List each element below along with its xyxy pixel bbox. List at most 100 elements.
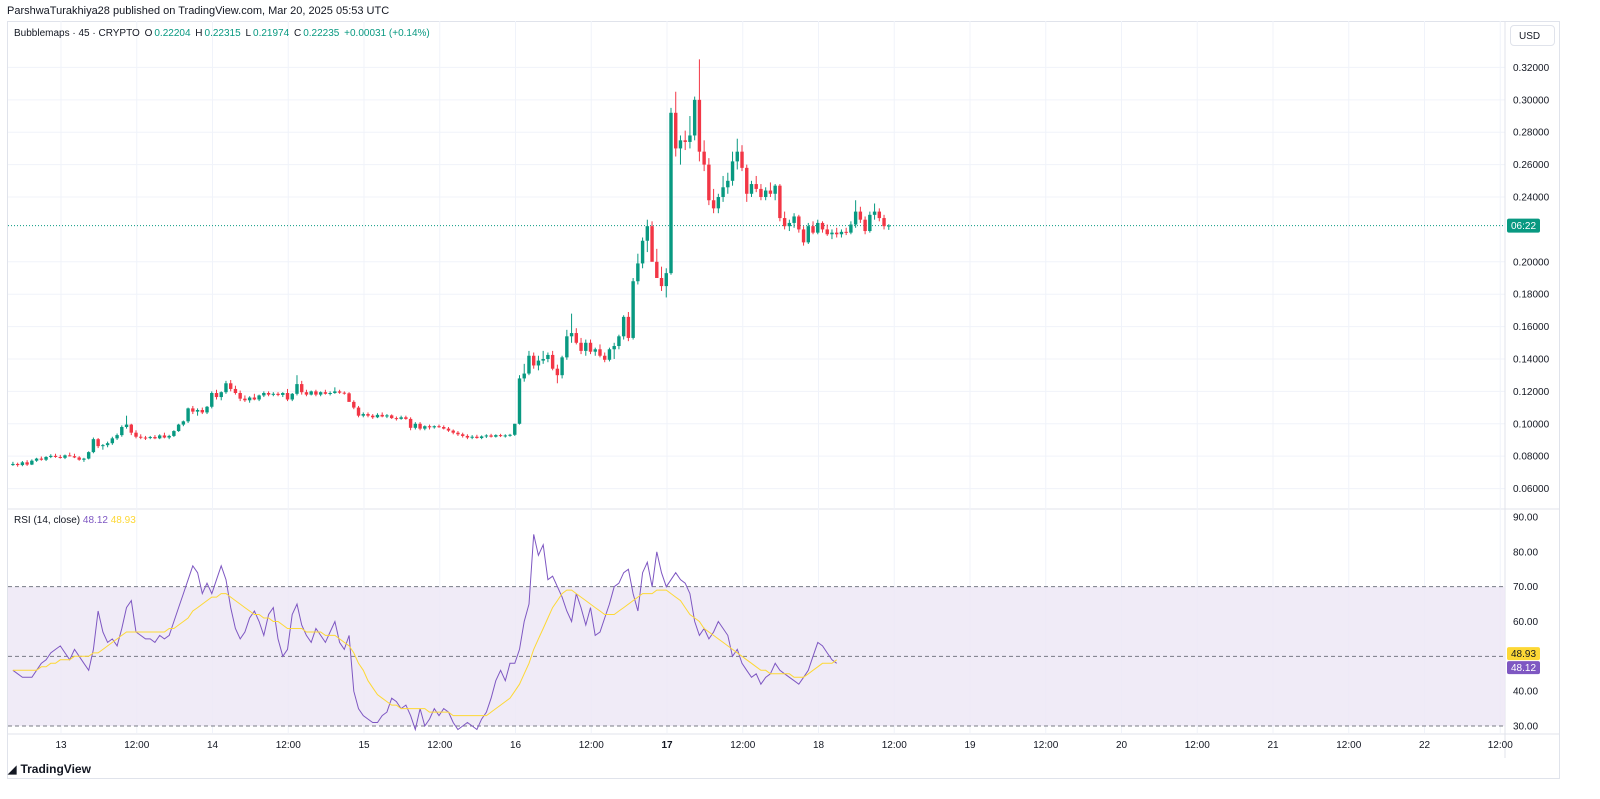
axis-labels: 0.06000 0.08000 0.10000 0.12000 0.14000 0.160…: [55, 63, 1549, 751]
candle-body: [162, 435, 167, 438]
time-tick-label: 12:00: [1336, 740, 1361, 751]
candle-body: [527, 355, 531, 374]
rsi-tick-label: 30.00: [1513, 722, 1538, 733]
close-label: C: [293, 28, 302, 39]
candle-body: [863, 219, 867, 232]
candle-body: [110, 438, 115, 444]
candle-body: [191, 408, 195, 412]
candle-body: [688, 135, 692, 142]
currency-button[interactable]: USD: [1510, 25, 1555, 46]
time-tick-label: 17: [661, 740, 673, 751]
candle-body: [333, 391, 337, 393]
candle-body: [105, 443, 110, 446]
candle-body: [309, 391, 313, 395]
candle-body: [295, 384, 299, 394]
candle-body: [101, 445, 105, 447]
candle-body: [385, 415, 389, 417]
candle-body: [30, 460, 34, 465]
candle-body: [678, 140, 683, 149]
candle-body: [389, 415, 394, 419]
candle-body: [460, 434, 465, 436]
candle-body: [58, 456, 62, 458]
candle-body: [276, 393, 280, 395]
candle-body: [636, 263, 640, 282]
time-tick-label: 18: [813, 740, 825, 751]
candle-body: [262, 393, 266, 396]
candle-body: [186, 408, 190, 422]
rsi-ma-tag-label: 48.93: [1511, 649, 1536, 660]
candle-body: [451, 430, 455, 433]
candle-body: [347, 393, 351, 402]
candle-body: [745, 167, 749, 194]
candle-body: [816, 222, 820, 233]
candle-body: [607, 349, 612, 360]
candle-body: [143, 437, 148, 439]
candle-body: [494, 435, 498, 437]
candle-body: [735, 151, 739, 162]
candle-body: [475, 436, 479, 439]
price-tick-label: 0.10000: [1513, 419, 1550, 430]
candle-body: [399, 417, 403, 419]
price-tick-label: 0.24000: [1513, 193, 1550, 204]
candle-body: [243, 398, 247, 401]
candle-body: [356, 407, 361, 416]
candle-body: [555, 368, 560, 376]
candle-body: [394, 418, 399, 420]
candle-body: [650, 226, 654, 262]
time-tick-label: 12:00: [1488, 740, 1513, 751]
time-tick-label: 15: [358, 740, 370, 751]
candle-body: [778, 185, 782, 219]
candle-body: [44, 456, 48, 460]
candle-body: [247, 397, 252, 401]
candle-body: [853, 211, 858, 225]
price-tick-label: 0.32000: [1513, 63, 1550, 74]
candle-body: [361, 414, 365, 416]
candle-body: [281, 393, 285, 395]
time-tick-label: 21: [1267, 740, 1279, 751]
rsi-legend-value: 48.12: [82, 515, 108, 526]
candle-body: [773, 185, 777, 194]
candle-body: [612, 346, 616, 350]
candle-body: [172, 431, 176, 436]
time-tick-label: 20: [1116, 740, 1128, 751]
candle-body: [726, 180, 730, 188]
symbol-legend: Bubblemaps · 45 · CRYPTO O 0.22204 H 0.223…: [14, 28, 432, 39]
candle-body: [834, 232, 839, 235]
candle-body: [697, 99, 702, 152]
candle-body: [759, 188, 763, 198]
candle-body: [195, 410, 200, 412]
candle-body: [820, 222, 825, 230]
candle-body: [181, 421, 186, 425]
candle-body: [371, 415, 375, 418]
rsi-tag: [1507, 661, 1540, 675]
candle-body: [300, 384, 304, 393]
time-tick-label: 12:00: [276, 740, 301, 751]
candle-body: [569, 333, 574, 337]
time-tick-label: 12:00: [579, 740, 604, 751]
rsi-tick-label: 70.00: [1513, 582, 1538, 593]
candle-body: [574, 333, 579, 343]
candle-body: [536, 360, 541, 366]
time-tick-label: 12:00: [1033, 740, 1058, 751]
candle-body: [598, 349, 602, 356]
candle-body: [219, 392, 223, 398]
rsi-label: RSI (14, close): [14, 515, 81, 526]
candle-body: [271, 393, 276, 395]
tradingview-logo[interactable]: ◢ TradingView: [8, 762, 91, 776]
tradingview-brand: TradingView: [20, 762, 91, 776]
candle-body: [550, 354, 555, 369]
price-tick-label: 0.16000: [1513, 322, 1550, 333]
candle-body: [811, 226, 815, 233]
candle-body: [342, 392, 347, 394]
candle-body: [120, 427, 124, 436]
candle-body: [20, 462, 25, 466]
time-tick-label: 22: [1419, 740, 1431, 751]
rsi-series: [12, 534, 837, 732]
high-value: 0.22315: [204, 28, 241, 39]
candle-body: [763, 190, 768, 198]
candle-body: [522, 373, 526, 379]
rsi-ma-tag: [1507, 647, 1540, 661]
time-tick-label: 12:00: [882, 740, 907, 751]
candle-body: [603, 355, 607, 360]
